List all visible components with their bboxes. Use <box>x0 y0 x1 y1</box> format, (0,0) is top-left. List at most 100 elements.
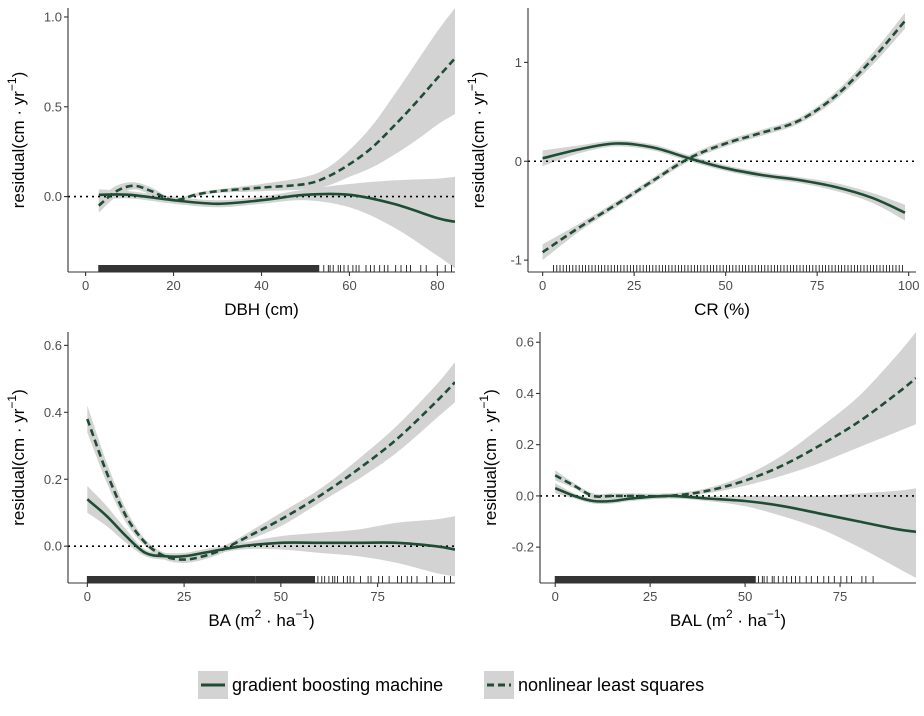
plot-area <box>68 8 455 269</box>
panel-1: 0 20 40 60 80 0.0 0.5 1.0 DBH (cm) residual(cm · … <box>5 8 455 319</box>
confidence-band-gbm <box>87 485 455 577</box>
series-line-nls <box>86 381 455 561</box>
x-tick-label: 25 <box>627 278 641 293</box>
y-axis-title: residual(cm · yr−1) <box>477 389 500 526</box>
x-axis-title: BA (m2 · ha−1) <box>208 607 314 630</box>
x-tick-label: 75 <box>370 589 384 604</box>
x-axis-title: DBH (cm) <box>224 300 299 319</box>
y-axis-title-close: ) <box>9 389 28 395</box>
y-axis-title-unit: cm · yr <box>481 408 500 460</box>
series-line-gbm <box>98 192 455 223</box>
y-tick-label: 0.6 <box>516 335 534 350</box>
x-tick-label: 40 <box>254 278 268 293</box>
legend-label-gbm: gradient boosting machine <box>232 675 443 695</box>
y-axis-title: residual(cm · yr−1) <box>5 389 28 526</box>
series-line-nls <box>97 57 455 207</box>
y-tick-label: 1.0 <box>44 9 62 24</box>
x-tick-label: 0 <box>82 278 89 293</box>
x-axis-title: BAL (m2 · ha−1) <box>670 607 786 630</box>
x-tick-label: 100 <box>898 278 920 293</box>
x-axis-title-main: BA ( <box>208 611 240 630</box>
x-axis-title-unit: m <box>712 611 726 630</box>
x-axis-title-sup: 2 <box>726 607 733 621</box>
x-tick-label: 50 <box>274 589 288 604</box>
x-axis-title-sup: 2 <box>255 607 262 621</box>
rug-ticks <box>86 576 451 583</box>
rug-ticks <box>553 265 903 272</box>
x-tick-label: 80 <box>430 278 444 293</box>
y-axis-title-main: residual( <box>469 143 488 209</box>
plot-area <box>540 332 916 578</box>
confidence-band-nls <box>542 12 905 261</box>
y-tick-label: 0.2 <box>44 472 62 487</box>
x-axis-title-sup2: −1 <box>295 607 309 621</box>
y-tick-label: 0.5 <box>44 99 62 114</box>
legend-label-nls: nonlinear least squares <box>518 675 704 695</box>
legend: gradient boosting machine nonlinear leas… <box>198 671 704 699</box>
x-tick-label: 75 <box>833 589 847 604</box>
plot-area <box>528 12 916 261</box>
y-tick-label: 0.2 <box>516 437 534 452</box>
y-axis-title-sup: −1 <box>5 395 19 409</box>
y-axis-title: residual(cm · yr−1) <box>5 72 28 209</box>
x-axis-title-main: DBH (cm) <box>224 300 299 319</box>
y-axis-title-unit: cm · yr <box>469 91 488 143</box>
x-tick-label: 20 <box>166 278 180 293</box>
series-line-gbm <box>542 142 906 214</box>
rug <box>553 265 903 272</box>
y-tick-label: -0.2 <box>512 540 534 555</box>
x-tick-label: 0 <box>552 589 559 604</box>
y-tick-label: 0.0 <box>516 488 534 503</box>
x-axis-title-unit2: · ha <box>261 611 296 630</box>
y-tick-label: 0 <box>515 154 522 169</box>
rug-ticks <box>554 576 874 583</box>
x-tick-label: 50 <box>718 278 732 293</box>
panel-3: 0 25 50 750.00.20.40.6BA (m2 · ha−1)residua… <box>5 332 455 630</box>
confidence-band-gbm <box>555 483 916 578</box>
y-axis-title-close: ) <box>9 72 28 78</box>
x-tick-label: 25 <box>643 589 657 604</box>
plot-area <box>68 362 455 577</box>
y-tick-label: 0.4 <box>44 405 62 420</box>
y-tick-label: 0.6 <box>44 338 62 353</box>
x-axis-title: CR (%) <box>694 300 750 319</box>
y-axis-title-sup: −1 <box>5 77 19 91</box>
x-axis-title-unit: m <box>240 611 254 630</box>
series-line-gbm <box>554 486 916 534</box>
x-axis-title-close: ) <box>780 611 786 630</box>
x-tick-label: 25 <box>177 589 191 604</box>
x-tick-label: 50 <box>738 589 752 604</box>
x-axis-title-sup2: −1 <box>767 607 781 621</box>
confidence-band-gbm <box>542 140 905 221</box>
y-tick-label: 0.4 <box>516 386 534 401</box>
y-axis-title-main: residual( <box>9 143 28 209</box>
y-tick-label: 1 <box>515 55 522 70</box>
rug <box>86 576 451 583</box>
y-axis-title-sup: −1 <box>477 395 491 409</box>
y-axis-title-close: ) <box>469 72 488 78</box>
x-tick-label: 0 <box>84 589 91 604</box>
x-tick-label: 60 <box>342 278 356 293</box>
confidence-band-nls <box>98 8 455 213</box>
y-tick-label: 0.0 <box>44 189 62 204</box>
x-axis-title-unit2: · ha <box>733 611 768 630</box>
y-axis-title: residual(cm · yr−1) <box>465 72 488 209</box>
y-tick-label: 0.0 <box>44 539 62 554</box>
x-tick-label: 0 <box>539 278 546 293</box>
y-axis-title-main: residual( <box>481 460 500 526</box>
series-line-nls <box>541 20 906 254</box>
x-axis-title-close: ) <box>309 611 315 630</box>
y-axis-title-unit: cm · yr <box>9 408 28 460</box>
x-axis-title-main: CR (%) <box>694 300 750 319</box>
x-tick-label: 75 <box>810 278 824 293</box>
y-axis-title-sup: −1 <box>465 77 479 91</box>
confidence-band-gbm <box>98 176 455 269</box>
rug <box>98 265 452 272</box>
panel-2: 0 25 50 75 100 -1 0 1 CR (%) residual(cm · yr−1) <box>465 8 920 319</box>
rug-ticks <box>98 265 452 272</box>
x-axis-title-main: BAL ( <box>670 611 712 630</box>
confidence-band-nls <box>87 362 455 563</box>
